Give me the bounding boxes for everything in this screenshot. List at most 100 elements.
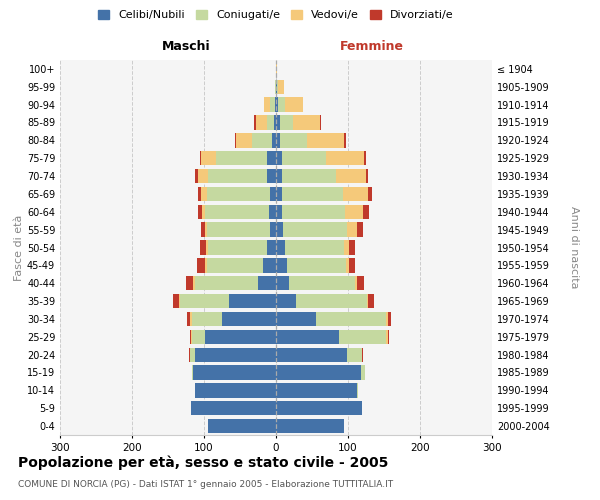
Bar [200, 240, 206, 254]
Bar [191, 330, 193, 344]
Bar [368, 187, 372, 201]
Bar [229, 294, 276, 308]
Bar [276, 80, 277, 94]
Bar [272, 133, 276, 148]
Bar [235, 133, 236, 148]
Text: Maschi: Maschi [161, 40, 211, 52]
Bar [236, 133, 252, 148]
Bar [276, 187, 282, 201]
Bar [276, 204, 282, 219]
Bar [270, 222, 276, 237]
Text: COMUNE DI NORCIA (PG) - Dati ISTAT 1° gennaio 2005 - Elaborazione TUTTITALIA.IT: COMUNE DI NORCIA (PG) - Dati ISTAT 1° ge… [18, 480, 393, 489]
Bar [191, 401, 276, 415]
Bar [363, 204, 369, 219]
Bar [205, 330, 276, 344]
Bar [198, 204, 202, 219]
Bar [368, 294, 374, 308]
Bar [276, 401, 362, 415]
Bar [361, 366, 365, 380]
Bar [278, 98, 286, 112]
Legend: Celibi/Nubili, Coniugati/e, Vedovi/e, Divorziati/e: Celibi/Nubili, Coniugati/e, Vedovi/e, Di… [94, 6, 458, 25]
Bar [173, 294, 179, 308]
Bar [349, 258, 355, 272]
Bar [205, 222, 207, 237]
Bar [276, 133, 280, 148]
Bar [349, 240, 355, 254]
Bar [192, 312, 222, 326]
Bar [307, 133, 344, 148]
Bar [276, 116, 280, 130]
Bar [190, 330, 191, 344]
Bar [366, 169, 368, 183]
Bar [196, 383, 276, 398]
Bar [356, 276, 364, 290]
Bar [276, 312, 316, 326]
Bar [316, 312, 386, 326]
Bar [296, 294, 367, 308]
Bar [358, 222, 363, 237]
Bar [386, 312, 388, 326]
Bar [186, 276, 193, 290]
Bar [215, 151, 268, 166]
Bar [344, 240, 349, 254]
Bar [278, 80, 284, 94]
Bar [286, 98, 304, 112]
Bar [276, 419, 344, 433]
Bar [336, 169, 366, 183]
Bar [222, 312, 276, 326]
Bar [206, 240, 208, 254]
Bar [293, 116, 320, 130]
Bar [276, 98, 278, 112]
Bar [208, 169, 268, 183]
Bar [289, 276, 355, 290]
Bar [194, 276, 258, 290]
Bar [265, 98, 270, 112]
Bar [276, 276, 289, 290]
Bar [179, 294, 180, 308]
Bar [190, 348, 196, 362]
Bar [276, 222, 283, 237]
Bar [180, 294, 229, 308]
Bar [347, 222, 358, 237]
Y-axis label: Fasce di età: Fasce di età [14, 214, 24, 280]
Bar [207, 258, 263, 272]
Bar [276, 258, 287, 272]
Bar [276, 62, 277, 76]
Bar [197, 258, 205, 272]
Bar [197, 187, 201, 201]
Bar [193, 366, 276, 380]
Bar [277, 80, 278, 94]
Bar [193, 330, 205, 344]
Bar [266, 116, 274, 130]
Bar [263, 258, 276, 272]
Bar [258, 276, 276, 290]
Bar [268, 169, 276, 183]
Bar [345, 204, 363, 219]
Bar [268, 240, 276, 254]
Bar [269, 204, 276, 219]
Y-axis label: Anni di nascita: Anni di nascita [569, 206, 579, 289]
Bar [276, 348, 347, 362]
Bar [282, 187, 343, 201]
Bar [362, 348, 363, 362]
Bar [252, 133, 272, 148]
Bar [364, 151, 366, 166]
Bar [201, 187, 207, 201]
Bar [202, 204, 205, 219]
Text: Femmine: Femmine [340, 40, 404, 52]
Bar [282, 204, 345, 219]
Bar [280, 116, 293, 130]
Bar [201, 222, 205, 237]
Bar [340, 330, 386, 344]
Bar [388, 330, 389, 344]
Bar [200, 151, 201, 166]
Bar [344, 133, 346, 148]
Bar [282, 151, 326, 166]
Bar [347, 348, 362, 362]
Bar [276, 240, 284, 254]
Bar [187, 312, 190, 326]
Bar [356, 383, 358, 398]
Bar [280, 133, 307, 148]
Bar [284, 240, 344, 254]
Bar [197, 169, 208, 183]
